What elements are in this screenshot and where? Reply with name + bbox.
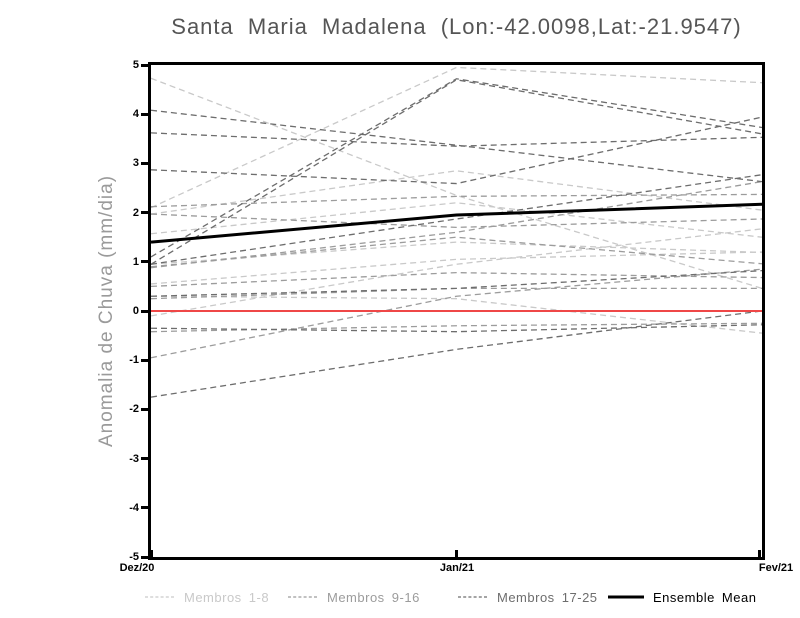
ensemble-member-line bbox=[150, 322, 763, 333]
legend-solid-line-icon bbox=[608, 595, 644, 599]
y-tick-label: 3 bbox=[132, 157, 139, 169]
y-tick-label: 0 bbox=[132, 305, 139, 317]
chart-title: Santa Maria Madalena (Lon:-42.0098,Lat:-… bbox=[171, 14, 742, 39]
ensemble-member-line bbox=[150, 170, 763, 215]
x-tick-label: Fev/21 bbox=[758, 562, 794, 574]
x-tick-label: Jan/21 bbox=[439, 562, 475, 574]
y-tick-label: -5 bbox=[129, 551, 139, 563]
legend-item: Membros 9-16 bbox=[288, 589, 420, 605]
ensemble-member-line bbox=[150, 77, 763, 289]
y-tick-label: 4 bbox=[132, 108, 139, 120]
ensemble-lines-plot bbox=[150, 66, 763, 398]
legend-item: Ensemble Mean bbox=[608, 589, 756, 605]
x-tick-label: Dez/20 bbox=[119, 562, 155, 574]
y-tick-mark bbox=[141, 359, 148, 362]
ensemble-member-line bbox=[150, 310, 763, 398]
ensemble-member-line bbox=[150, 78, 763, 258]
x-tick-mark bbox=[758, 550, 761, 557]
ensemble-member-line bbox=[150, 213, 763, 229]
y-tick-mark bbox=[141, 64, 148, 67]
x-tick-mark bbox=[455, 550, 458, 557]
x-tick-mark bbox=[150, 550, 153, 557]
ensemble-member-line bbox=[150, 66, 763, 209]
y-tick-mark bbox=[141, 556, 148, 559]
legend-item: Membros 1-8 bbox=[145, 589, 269, 605]
ensemble-member-line bbox=[150, 270, 763, 297]
ensemble-member-line bbox=[150, 116, 763, 185]
y-tick-label: -1 bbox=[129, 354, 139, 366]
y-tick-label: 5 bbox=[132, 59, 139, 71]
ensemble-member-line bbox=[150, 180, 763, 269]
ensemble-member-line bbox=[150, 236, 763, 268]
ensemble-member-line bbox=[150, 79, 763, 265]
ensemble-mean-line bbox=[150, 202, 763, 244]
ensemble-member-line bbox=[150, 271, 763, 288]
ensemble-member-line bbox=[150, 132, 763, 147]
legend-label: Membros 17-25 bbox=[497, 589, 598, 605]
ensemble-member-line bbox=[150, 228, 763, 317]
y-tick-mark bbox=[141, 457, 148, 460]
legend-item: Membros 17-25 bbox=[458, 589, 598, 605]
ensemble-member-line bbox=[150, 268, 763, 359]
ensemble-member-line bbox=[150, 324, 763, 333]
ensemble-member-line bbox=[150, 174, 763, 265]
ensemble-member-line bbox=[150, 295, 763, 334]
y-tick-label: -2 bbox=[129, 403, 139, 415]
y-tick-mark bbox=[141, 506, 148, 509]
legend-label: Ensemble Mean bbox=[653, 589, 757, 605]
legend-dashed-line-icon bbox=[458, 596, 488, 598]
y-tick-label: 2 bbox=[132, 207, 139, 219]
y-tick-label: -4 bbox=[129, 502, 139, 514]
y-tick-mark bbox=[141, 310, 148, 313]
y-tick-mark bbox=[141, 260, 148, 263]
ensemble-member-line bbox=[150, 193, 763, 208]
y-tick-label: -3 bbox=[129, 453, 139, 465]
y-tick-mark bbox=[141, 162, 148, 165]
y-tick-mark bbox=[141, 113, 148, 116]
y-tick-label: 1 bbox=[132, 256, 139, 268]
legend-label: Membros 9-16 bbox=[327, 589, 420, 605]
legend-label: Membros 1-8 bbox=[184, 589, 270, 605]
plot-frame bbox=[148, 62, 765, 560]
ensemble-member-line bbox=[150, 202, 763, 238]
ensemble-member-line bbox=[150, 109, 763, 183]
y-tick-mark bbox=[141, 211, 148, 214]
legend-dashed-line-icon bbox=[145, 596, 175, 598]
y-tick-mark bbox=[141, 408, 148, 411]
legend-dashed-line-icon bbox=[288, 596, 318, 598]
